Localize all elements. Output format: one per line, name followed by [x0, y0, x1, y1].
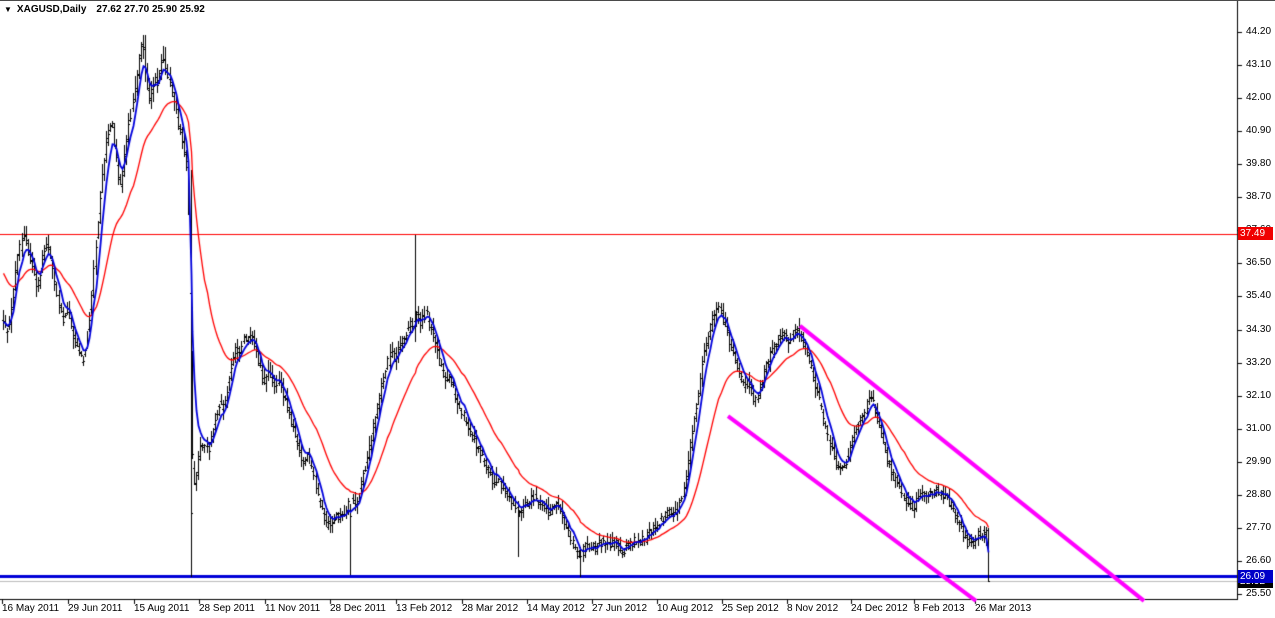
- price-tick-label: 32.10: [1246, 389, 1272, 401]
- price-tick-label: 34.30: [1246, 323, 1272, 335]
- price-tick-label: 40.90: [1246, 125, 1272, 137]
- symbol-name-label: XAGUSD,Daily: [16, 4, 87, 15]
- date-tick-label: 28 Dec 2011: [330, 603, 386, 614]
- date-tick-label: 28 Sep 2011: [199, 603, 255, 614]
- price-tick-label: 44.20: [1246, 26, 1272, 37]
- price-axis[interactable]: 44.2043.1042.0040.9039.8038.7037.6036.50…: [1237, 1, 1275, 600]
- symbol-dropdown-icon[interactable]: ▼: [4, 5, 12, 14]
- date-tick-label: 11 Nov 2011: [265, 603, 321, 614]
- date-tick-label: 14 May 2012: [527, 603, 585, 614]
- date-tick-label: 29 Jun 2011: [68, 603, 123, 614]
- date-tick-label: 24 Dec 2012: [851, 603, 908, 614]
- price-tick-label: 28.80: [1246, 488, 1272, 500]
- date-tick-label: 25 Sep 2012: [722, 603, 779, 614]
- date-tick-label: 15 Aug 2011: [134, 603, 190, 614]
- date-tick-label: 8 Feb 2013: [914, 603, 965, 614]
- price-tick-label: 29.90: [1246, 455, 1272, 467]
- date-tick-label: 8 Nov 2012: [787, 603, 839, 614]
- resistance-price-label: 37.49: [1238, 227, 1273, 241]
- date-tick-label: 13 Feb 2012: [396, 603, 453, 614]
- price-tick-label: 43.10: [1246, 59, 1272, 71]
- price-tick-label: 42.00: [1246, 92, 1272, 104]
- ohlc-readout: 27.62 27.70 25.90 25.92: [96, 4, 205, 15]
- date-tick-label: 26 Mar 2013: [975, 603, 1032, 614]
- date-tick-label: 16 May 2011: [2, 603, 60, 614]
- date-tick-label: 28 Mar 2012: [462, 603, 519, 614]
- price-tick-label: 31.00: [1246, 422, 1272, 434]
- price-tick-label: 33.20: [1246, 356, 1272, 368]
- price-tick-label: 36.50: [1246, 257, 1272, 269]
- price-tick-label: 25.50: [1246, 587, 1272, 599]
- date-tick-label: 10 Aug 2012: [657, 603, 714, 614]
- price-tick-label: 39.80: [1246, 158, 1272, 170]
- support-price-label: 26.09: [1238, 569, 1273, 583]
- price-tick-label: 35.40: [1246, 290, 1272, 302]
- chart-title: ▼ XAGUSD,Daily 27.62 27.70 25.90 25.92: [4, 4, 205, 15]
- date-tick-label: 27 Jun 2012: [592, 603, 648, 614]
- price-tick-label: 26.60: [1246, 554, 1272, 566]
- price-tick-label: 27.70: [1246, 521, 1272, 533]
- price-tick-label: 38.70: [1246, 191, 1272, 203]
- date-axis[interactable]: 16 May 2011 29 Jun 2011 15 Aug 2011 28 Sep …: [0, 600, 1237, 618]
